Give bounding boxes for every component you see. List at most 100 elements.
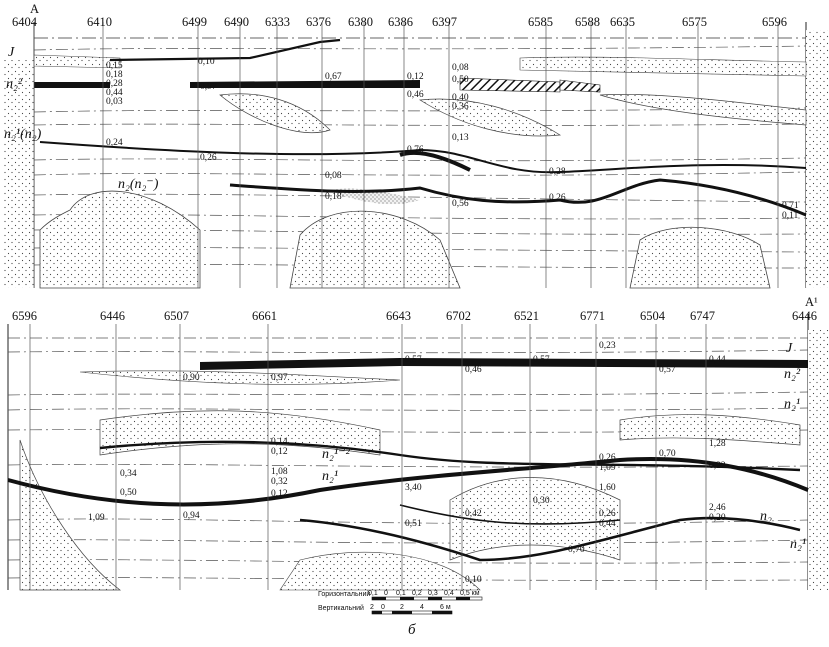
- thickness-value: 1,09: [599, 463, 616, 473]
- bottom-stratum-label: n₂¹: [322, 469, 338, 484]
- thickness-value: 0,15: [106, 61, 123, 71]
- bottom-well-number: 6521: [514, 309, 539, 323]
- scale-bar: Горизонтальний Вертикальний 0,1 0 0,1 0,…: [318, 590, 483, 615]
- top-stratum-label: n₂²: [6, 77, 23, 92]
- thickness-value: 0,94: [183, 511, 200, 521]
- section-end-label: A¹: [805, 295, 818, 309]
- top-well-number: 6585: [528, 15, 553, 29]
- thickness-value: 0,44: [599, 519, 616, 529]
- thickness-value: 0,26: [599, 509, 616, 519]
- bottom-stratum-label: n₂²: [784, 367, 801, 382]
- thickness-value: 0,26: [200, 153, 217, 163]
- top-right-sand-column: [806, 30, 829, 288]
- thickness-value: 0,57: [533, 355, 550, 365]
- top-well-number: 6333: [265, 15, 290, 29]
- horizontal-scale-label: Горизонтальний: [318, 590, 370, 598]
- thickness-value: 0,26: [599, 453, 616, 463]
- bottom-stratum-label: n₂¹: [784, 397, 800, 412]
- scale-tick-label: 4: [420, 604, 424, 611]
- scale-tick-label: 0,1: [396, 590, 406, 597]
- thickness-value: 0,26: [549, 193, 566, 203]
- thickness-value: 0,42: [465, 509, 482, 519]
- top-section: A 6404 6410 6499 6490 6333 6376 6380 638…: [4, 2, 829, 289]
- scale-tick-label: 0,3: [428, 590, 438, 597]
- thickness-value: 0,10: [198, 57, 215, 67]
- top-coal-seam-middle: [39, 141, 807, 174]
- thickness-value: 0,30: [533, 496, 550, 506]
- thickness-value: 1,09: [88, 513, 105, 523]
- thickness-value: 0,28: [106, 79, 123, 89]
- thickness-value: 0,12: [407, 72, 424, 82]
- scale-tick-label: 0,5 км: [460, 590, 480, 597]
- top-thickness-values: 0,10 0,15 0,18 0,28 0,44 0,03 0,97 0,67 …: [106, 57, 799, 221]
- thickness-value: 0,23: [599, 341, 616, 351]
- bottom-section: A¹ 6596 6446 6507 6661 6643 6702 6521 67…: [7, 295, 829, 591]
- top-well-number: 6499: [182, 15, 207, 29]
- thickness-value: 0,90: [183, 373, 200, 383]
- thickness-value: 1,28: [709, 439, 726, 449]
- top-stratum-label: n₂¹(n₂): [4, 127, 42, 142]
- thickness-value: 0,08: [452, 63, 469, 73]
- thickness-value: 0,50: [120, 488, 137, 498]
- thickness-value: 0,57: [659, 365, 676, 375]
- top-well-numbers: 6404 6410 6499 6490 6333 6376 6380 6386 …: [12, 15, 787, 29]
- bottom-well-number: 6507: [164, 309, 189, 323]
- thickness-value: 0,71: [782, 201, 799, 211]
- thickness-value: 0,50: [452, 75, 469, 85]
- top-well-number: 6397: [432, 15, 457, 29]
- bottom-coal-seam-middle: [7, 457, 809, 507]
- bottom-well-number: 6504: [640, 309, 666, 323]
- scale-tick-label: 2: [400, 604, 404, 611]
- thickness-value: 0,34: [120, 469, 137, 479]
- top-well-number: 6588: [575, 15, 600, 29]
- top-stratum-label: J: [8, 45, 15, 60]
- scale-tick-label: 0,4: [444, 590, 454, 597]
- bottom-well-number: 6596: [12, 309, 37, 323]
- top-well-number: 6404: [12, 15, 38, 29]
- scale-tick-label: 0: [381, 604, 385, 611]
- thickness-value: 0,28: [549, 167, 566, 177]
- bottom-well-number: 6446: [100, 309, 125, 323]
- bottom-right-sand-column: [808, 330, 829, 590]
- thickness-value: 0,56: [452, 199, 469, 209]
- thickness-value: 0,20: [709, 513, 726, 523]
- scale-tick-label: 0,2: [412, 590, 422, 597]
- thickness-value: 0,36: [452, 102, 469, 112]
- bottom-well-numbers: 6596 6446 6507 6661 6643 6702 6521 6771 …: [12, 309, 817, 323]
- thickness-value: 0,70: [568, 545, 585, 555]
- thickness-value: 0,97: [200, 82, 217, 92]
- bottom-stratum-label: n₂¹: [790, 537, 806, 552]
- thickness-value: 1,60: [599, 483, 616, 493]
- top-well-number: 6386: [388, 15, 413, 29]
- bottom-well-lines: [29, 324, 707, 590]
- thickness-value: 0,51: [405, 519, 422, 529]
- thickness-value: 1,08: [271, 467, 288, 477]
- thickness-value: 0,11: [782, 211, 799, 221]
- thickness-value: 0,32: [271, 477, 288, 487]
- bottom-well-number: 6661: [252, 309, 277, 323]
- scale-tick-label: 0: [384, 590, 388, 597]
- thickness-value: 0,44: [106, 88, 123, 98]
- thickness-value: 0,46: [465, 365, 482, 375]
- top-well-lines: [33, 22, 779, 288]
- top-well-number: 6635: [610, 15, 635, 29]
- bottom-stratum-label: J: [786, 341, 793, 356]
- bottom-well-number: 6446: [792, 309, 817, 323]
- top-sand-body-3: [629, 226, 771, 289]
- thickness-value: 0,24: [106, 138, 123, 148]
- thickness-value: 0,12: [271, 447, 288, 457]
- bottom-stratum-label: n₂¹⁻²: [322, 447, 350, 462]
- vertical-scale-label: Вертикальний: [318, 604, 364, 612]
- top-coal-seam-lower: [229, 178, 807, 217]
- thickness-value: 0,10: [465, 575, 482, 585]
- top-coal-seam-upper: [190, 80, 420, 88]
- thickness-value: 0,70: [659, 449, 676, 459]
- thickness-value: 2,46: [709, 503, 726, 513]
- thickness-value: 0,67: [325, 72, 342, 82]
- bottom-sand-lens-2: [449, 477, 621, 561]
- thickness-value: 0,03: [106, 97, 123, 107]
- figure-caption: б: [408, 622, 416, 638]
- top-stratum-label: n₂(n₂⁻): [118, 177, 159, 192]
- bottom-well-number: 6643: [386, 309, 411, 323]
